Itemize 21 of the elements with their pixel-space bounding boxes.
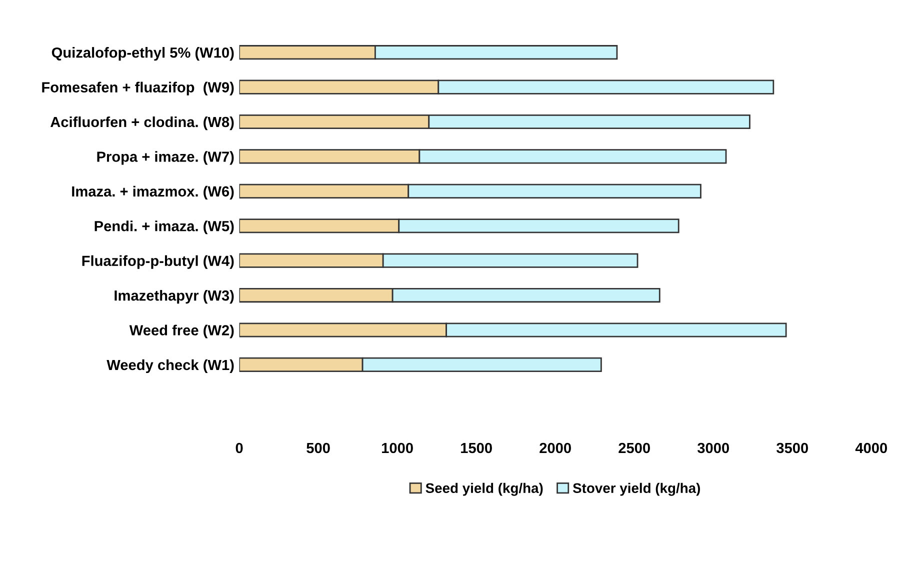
y-tick-label: Pendi. + imaza. (W5) [94,220,234,234]
y-tick-label: Propa + imaze. (W7) [97,151,234,165]
y-tick-label: Weedy check (W1) [106,359,234,374]
y-tick-label: Acifluorfen + clodina. (W8) [50,116,234,130]
x-tick-label: 0 [236,442,243,454]
x-tick-label: 2000 [540,442,571,454]
legend-label: Seed yield (kg/ha) [426,482,543,496]
y-tick-label: Fomesafen + fluazifop (W9) [42,82,234,96]
y-tick-label: Imaza. + imazmox. (W6) [72,186,234,200]
x-tick-label: 1000 [382,442,413,454]
legend-label: Stover yield (kg/ha) [572,482,700,496]
x-tick-label: 3000 [697,442,729,454]
x-tick-label: 3500 [776,442,808,454]
x-tick-label: 500 [306,442,330,454]
y-tick-label: Quizalofop-ethyl 5% (W10) [52,47,234,61]
x-tick-label: 4000 [855,442,888,454]
x-tick-label: 2500 [618,442,650,454]
y-tick-label: Weed free (W2) [129,324,234,338]
y-tick-label: Imazethapyr (W3) [114,290,234,304]
x-tick-label: 1500 [461,442,492,454]
y-tick-label: Fluazifop-p-butyl (W4) [82,255,234,269]
